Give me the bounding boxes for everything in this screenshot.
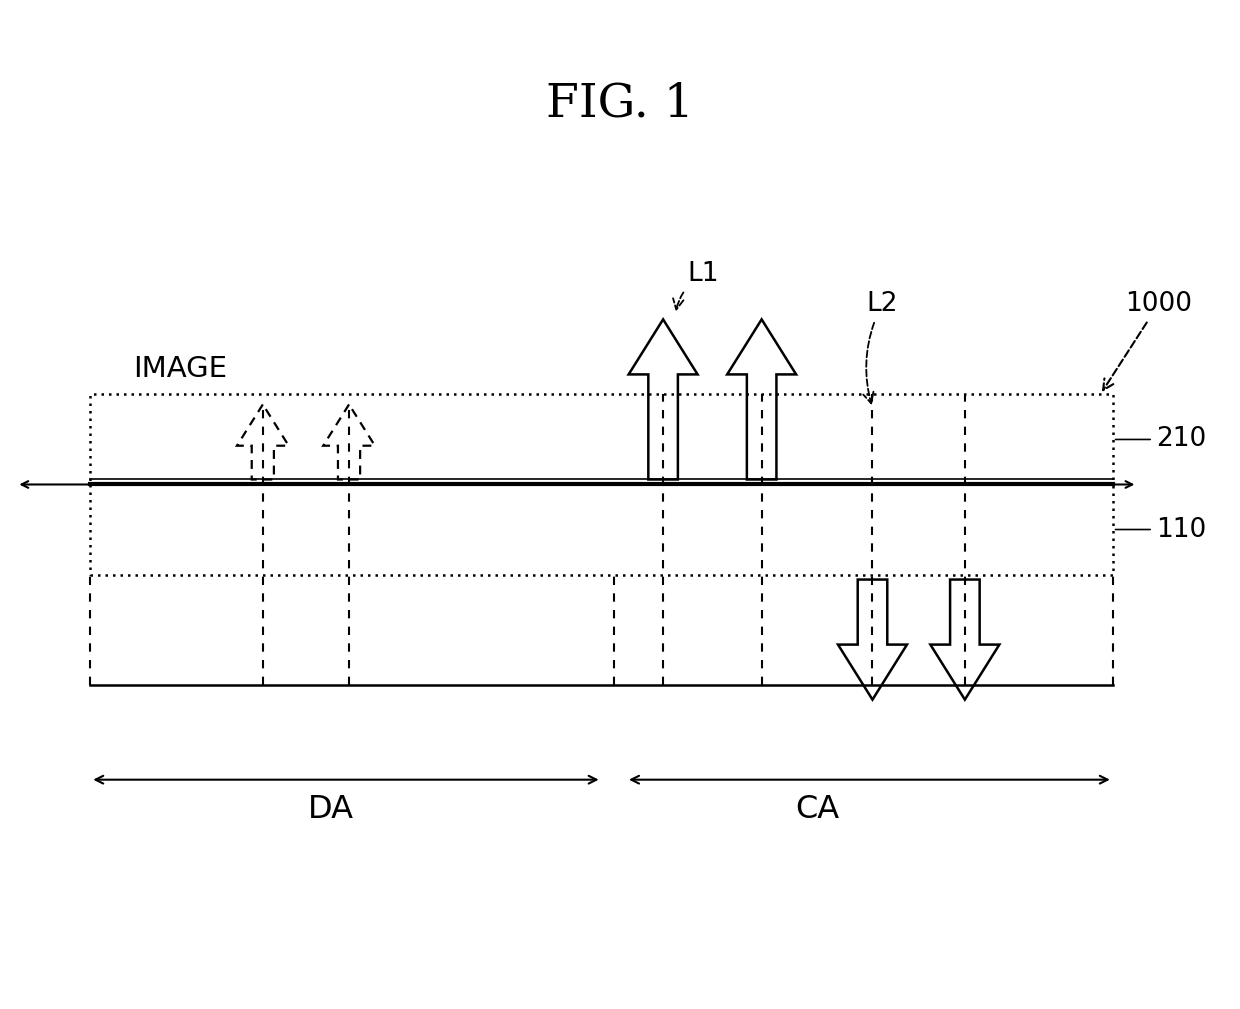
- Text: DA: DA: [308, 794, 353, 825]
- Text: 210: 210: [1116, 427, 1207, 452]
- Text: 110: 110: [1116, 517, 1207, 543]
- Text: IMAGE: IMAGE: [134, 355, 227, 383]
- Text: CA: CA: [795, 794, 839, 825]
- Text: 1000: 1000: [1104, 292, 1192, 390]
- Bar: [91, 395, 1112, 484]
- Bar: [91, 484, 1112, 574]
- Text: L2: L2: [863, 292, 898, 404]
- Text: L1: L1: [673, 261, 719, 310]
- Text: FIG. 1: FIG. 1: [546, 82, 694, 127]
